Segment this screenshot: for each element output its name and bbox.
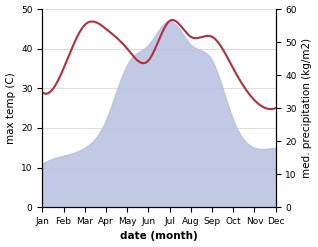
Y-axis label: med. precipitation (kg/m2): med. precipitation (kg/m2) — [302, 38, 313, 178]
X-axis label: date (month): date (month) — [120, 231, 198, 242]
Y-axis label: max temp (C): max temp (C) — [5, 72, 16, 144]
